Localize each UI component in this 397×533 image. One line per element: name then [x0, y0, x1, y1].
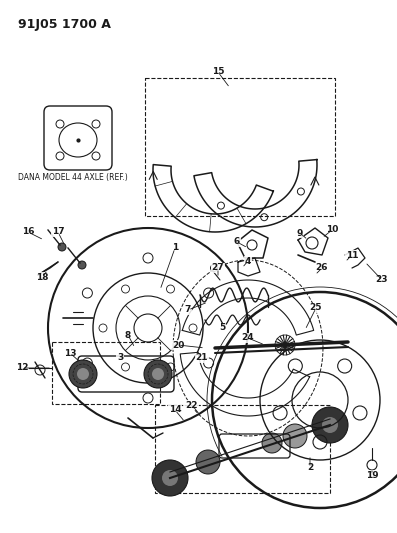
Text: 10: 10	[326, 225, 338, 235]
Text: 21: 21	[196, 353, 208, 362]
Text: 6: 6	[234, 238, 240, 246]
Circle shape	[144, 360, 172, 388]
Text: 27: 27	[212, 263, 224, 272]
Text: 11: 11	[346, 251, 358, 260]
Circle shape	[283, 424, 307, 448]
Circle shape	[152, 368, 164, 380]
Circle shape	[262, 433, 282, 453]
Text: 17: 17	[52, 228, 64, 237]
Text: 9: 9	[297, 229, 303, 238]
Text: 91J05 1700 A: 91J05 1700 A	[18, 18, 111, 31]
Text: 5: 5	[219, 324, 225, 333]
Circle shape	[196, 450, 220, 474]
Text: 13: 13	[64, 349, 76, 358]
Text: 2: 2	[307, 464, 313, 472]
Text: 22: 22	[186, 400, 198, 409]
Circle shape	[78, 261, 86, 269]
Circle shape	[77, 368, 89, 380]
Circle shape	[69, 360, 97, 388]
Text: 14: 14	[169, 406, 181, 415]
Text: 7: 7	[185, 305, 191, 314]
Text: 23: 23	[376, 276, 388, 285]
Text: 24: 24	[242, 334, 254, 343]
Text: DANA MODEL 44 AXLE (REF.): DANA MODEL 44 AXLE (REF.)	[18, 173, 128, 182]
Text: 16: 16	[22, 228, 34, 237]
Circle shape	[322, 417, 338, 433]
Text: 3: 3	[117, 353, 123, 362]
Text: 15: 15	[212, 68, 224, 77]
Text: 1: 1	[172, 244, 178, 253]
Text: 20: 20	[172, 341, 184, 350]
Text: 8: 8	[125, 330, 131, 340]
Text: 12: 12	[16, 364, 28, 373]
Text: 25: 25	[310, 303, 322, 312]
Circle shape	[312, 407, 348, 443]
Text: 18: 18	[36, 272, 48, 281]
Text: 26: 26	[316, 263, 328, 272]
Circle shape	[162, 470, 178, 486]
Circle shape	[58, 243, 66, 251]
Circle shape	[152, 460, 188, 496]
Text: 19: 19	[366, 471, 378, 480]
Text: 4: 4	[245, 256, 251, 265]
